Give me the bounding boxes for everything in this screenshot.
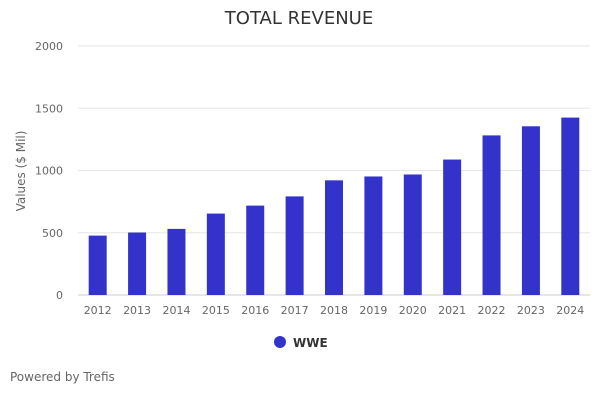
- bar-2017[interactable]: [285, 196, 304, 295]
- bar-2019[interactable]: [364, 176, 383, 295]
- y-axis-ticks: 0 500 1000 1500 2000: [35, 40, 63, 302]
- legend[interactable]: WWE: [274, 336, 328, 350]
- bar-2021[interactable]: [443, 159, 462, 295]
- legend-marker-wwe[interactable]: [274, 336, 286, 348]
- x-axis-ticks: 2012 2013 2014 2015 2016 2017 2018 2019 2020 2021…: [84, 304, 585, 317]
- bar-2020[interactable]: [403, 174, 422, 295]
- x-tick-label: 2016: [241, 304, 269, 317]
- bar-2024[interactable]: [561, 117, 580, 296]
- powered-by-credit: Powered by Trefis: [10, 370, 115, 384]
- y-tick-label: 0: [56, 289, 63, 302]
- x-tick-label: 2020: [399, 304, 427, 317]
- bar-2022[interactable]: [482, 135, 501, 295]
- bar-2014[interactable]: [167, 228, 186, 295]
- x-tick-label: 2013: [123, 304, 151, 317]
- y-tick-label: 2000: [35, 40, 63, 53]
- x-tick-label: 2019: [359, 304, 387, 317]
- legend-label-wwe[interactable]: WWE: [293, 336, 328, 350]
- x-tick-label: 2021: [438, 304, 466, 317]
- bar-2013[interactable]: [128, 232, 147, 295]
- y-tick-label: 1000: [35, 165, 63, 178]
- x-tick-label: 2017: [281, 304, 309, 317]
- x-tick-label: 2024: [556, 304, 584, 317]
- bar-2023[interactable]: [521, 126, 540, 296]
- gridlines: [78, 45, 590, 296]
- x-tick-label: 2018: [320, 304, 348, 317]
- bar-2015[interactable]: [206, 213, 225, 295]
- bar-2016[interactable]: [246, 205, 265, 295]
- chart-title: TOTAL REVENUE: [224, 8, 373, 29]
- y-axis-title: Values ($ Mil): [14, 131, 28, 212]
- y-tick-label: 1500: [35, 102, 63, 115]
- bars: [88, 117, 580, 296]
- bar-2018[interactable]: [325, 180, 343, 295]
- x-tick-label: 2022: [478, 304, 506, 317]
- x-tick-label: 2015: [202, 304, 230, 317]
- x-tick-label: 2023: [517, 304, 545, 317]
- bar-2012[interactable]: [88, 235, 107, 295]
- x-tick-label: 2014: [162, 304, 190, 317]
- x-tick-label: 2012: [84, 304, 112, 317]
- y-tick-label: 500: [42, 227, 63, 240]
